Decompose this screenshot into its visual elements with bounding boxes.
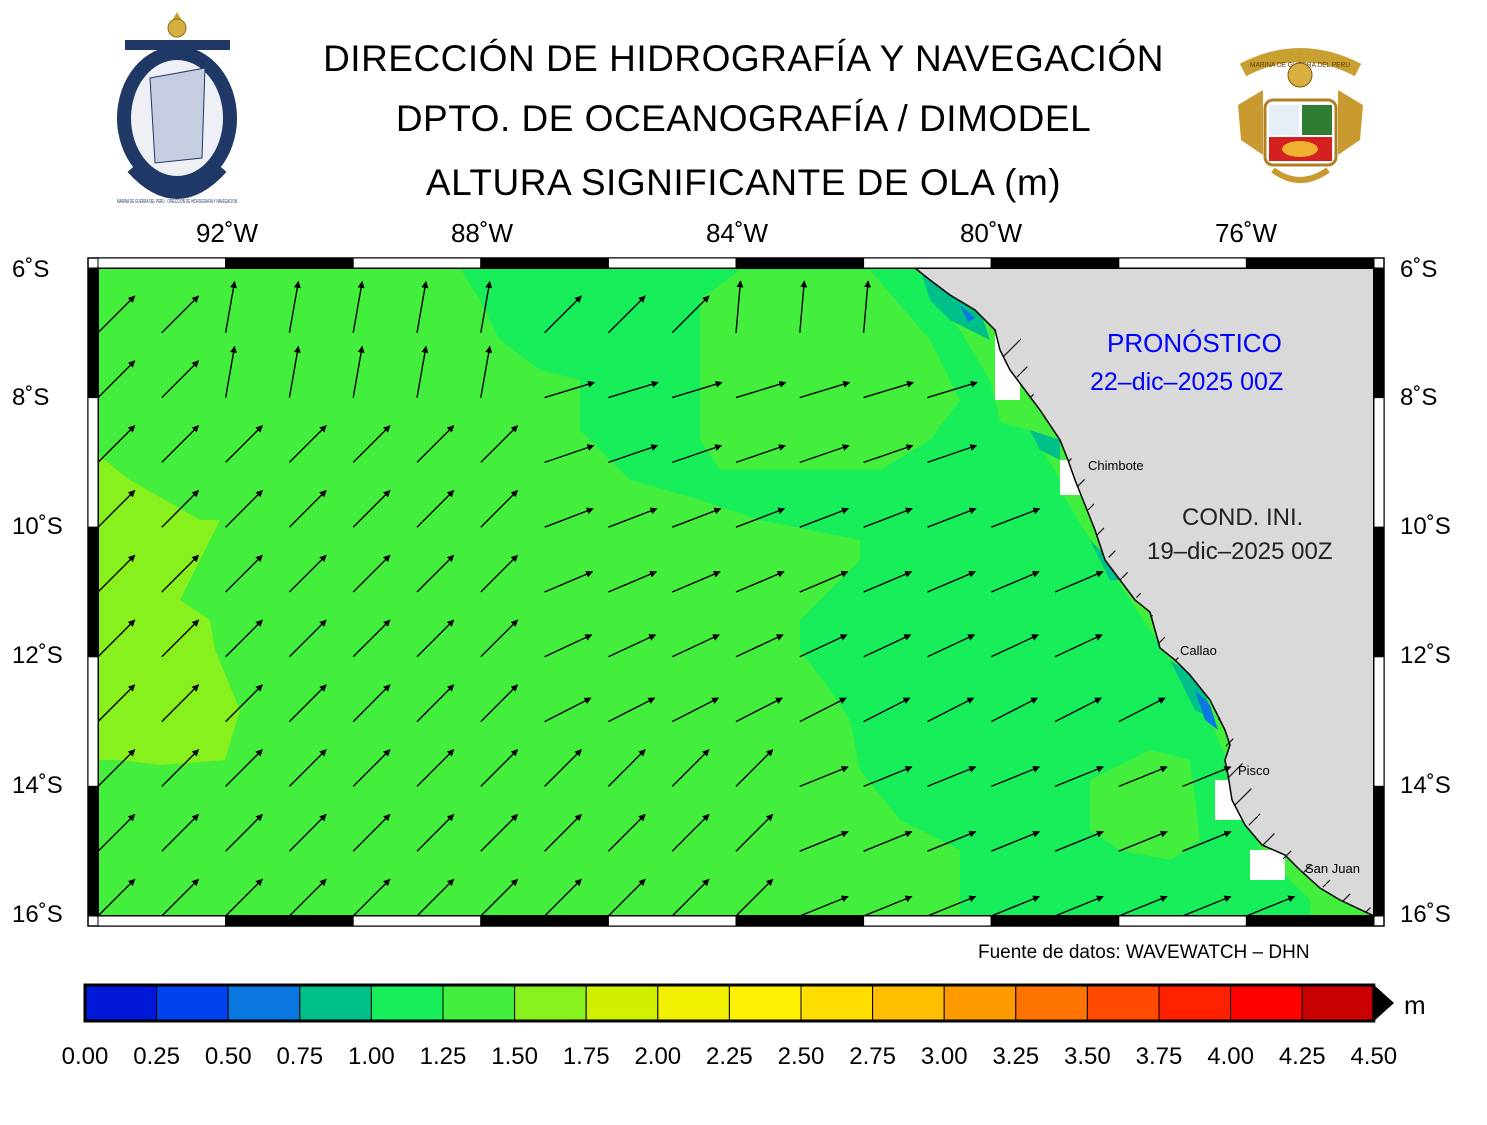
colorbar-cell (944, 985, 1016, 1021)
forecast-label: PRONÓSTICO (1107, 328, 1282, 359)
forecast-date: 22–dic–2025 00Z (1090, 368, 1283, 397)
frame-bar-top (736, 258, 864, 268)
colorbar-cell (1302, 985, 1374, 1021)
colorbar-tick-label: 1.50 (491, 1043, 538, 1071)
data-source: Fuente de datos: WAVEWATCH – DHN (978, 942, 1310, 964)
colorbar-overflow-arrow (1374, 985, 1394, 1021)
frame-bar-top (226, 258, 354, 268)
frame-bar-left (88, 398, 98, 528)
colorbar-tick-label: 0.25 (133, 1043, 180, 1071)
frame-bar-bottom (226, 916, 354, 926)
colorbar-tick-label: 0.75 (276, 1043, 323, 1071)
frame-bar-top (608, 258, 736, 268)
colorbar-cell (371, 985, 443, 1021)
colorbar-unit: m (1404, 990, 1426, 1021)
frame-bar-top (353, 258, 481, 268)
frame-bar-left (88, 786, 98, 916)
frame-bar-top (1246, 258, 1374, 268)
frame-bar-left (88, 268, 98, 398)
frame-bar-right (1374, 527, 1384, 657)
colorbar (80, 978, 1400, 1034)
colorbar-tick-label: 0.00 (62, 1043, 109, 1071)
frame-bar-bottom (608, 916, 736, 926)
frame-bar-right (1374, 268, 1384, 398)
frame-bar-top (481, 258, 609, 268)
colorbar-tick-label: 4.00 (1207, 1043, 1254, 1071)
colorbar-tick-label: 0.50 (205, 1043, 252, 1071)
frame-bar-bottom (1246, 916, 1374, 926)
colorbar-cell (873, 985, 945, 1021)
colorbar-tick-label: 1.75 (563, 1043, 610, 1071)
frame-bar-bottom (991, 916, 1119, 926)
colorbar-tick-label: 3.00 (921, 1043, 968, 1071)
frame-bar-left (88, 657, 98, 787)
colorbar-cell (1087, 985, 1159, 1021)
colorbar-cell (801, 985, 873, 1021)
frame-bar-right (1374, 786, 1384, 916)
colorbar-tick-label: 3.75 (1136, 1043, 1183, 1071)
colorbar-tick-label: 1.00 (348, 1043, 395, 1071)
colorbar-tick-label: 2.25 (706, 1043, 753, 1071)
frame-bar-bottom (1119, 916, 1247, 926)
frame-bar-bottom (353, 916, 481, 926)
frame-bar-top (98, 258, 226, 268)
colorbar-tick-label: 3.25 (992, 1043, 1039, 1071)
colorbar-cell (157, 985, 229, 1021)
colorbar-tick-label: 2.50 (778, 1043, 825, 1071)
frame-bar-bottom (98, 916, 226, 926)
init-label: COND. INI. (1182, 504, 1303, 532)
colorbar-cell (228, 985, 300, 1021)
city-pisco: Pisco (1238, 763, 1270, 778)
colorbar-cell (300, 985, 372, 1021)
colorbar-cell (443, 985, 515, 1021)
colorbar-cell (1016, 985, 1088, 1021)
colorbar-tick-label: 4.25 (1279, 1043, 1326, 1071)
frame-bar-bottom (736, 916, 864, 926)
frame-bar-top (991, 258, 1119, 268)
colorbar-tick-label: 2.75 (849, 1043, 896, 1071)
frame-bar-bottom (481, 916, 609, 926)
colorbar-cell (658, 985, 730, 1021)
colorbar-tick-label: 1.25 (420, 1043, 467, 1071)
colorbar-cell (85, 985, 157, 1021)
frame-bar-top (864, 258, 992, 268)
city-callao: Callao (1180, 643, 1217, 658)
colorbar-tick-label: 3.50 (1064, 1043, 1111, 1071)
city-chimbote: Chimbote (1088, 458, 1144, 473)
frame-bar-right (1374, 657, 1384, 787)
colorbar-cell (729, 985, 801, 1021)
colorbar-cell (1159, 985, 1231, 1021)
init-date: 19–dic–2025 00Z (1147, 538, 1332, 566)
colorbar-cell (1231, 985, 1303, 1021)
colorbar-cell (515, 985, 587, 1021)
colorbar-cell (586, 985, 658, 1021)
frame-bar-bottom (864, 916, 992, 926)
frame-bar-top (1119, 258, 1247, 268)
colorbar-tick-label: 4.50 (1350, 1043, 1397, 1071)
colorbar-tick-label: 2.00 (634, 1043, 681, 1071)
frame-bar-left (88, 527, 98, 657)
city-san-juan: San Juan (1305, 861, 1360, 876)
frame-bar-right (1374, 398, 1384, 528)
